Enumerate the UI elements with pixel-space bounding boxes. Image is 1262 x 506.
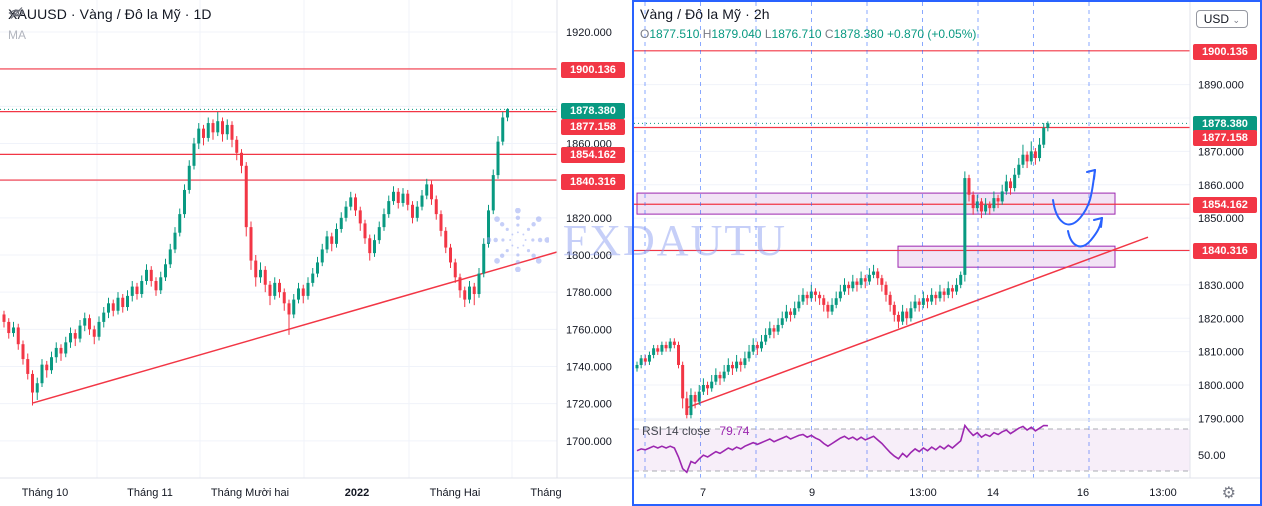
price-tick: 1700.000 — [566, 436, 612, 448]
price-tick: 1720.000 — [566, 399, 612, 411]
demand-zone-rectangle[interactable] — [897, 245, 1116, 268]
alert-price-badge: 1840.316 — [1193, 243, 1257, 259]
high-value: 1879.040 — [711, 27, 762, 41]
time-axis-label: Tháng Hai — [429, 487, 481, 499]
change-value: +0.870 (+0.05%) — [887, 27, 977, 41]
supply-zone-rectangle[interactable] — [636, 192, 1116, 215]
left-chart-canvas[interactable]: 1920.0001860.0001820.0001800.0001780.000… — [0, 0, 632, 506]
price-tick: 1860.000 — [1198, 180, 1244, 192]
price-tick: 1810.000 — [1198, 347, 1244, 359]
rsi-scale-tick: 50.00 — [1198, 450, 1226, 462]
time-axis-label: 2022 — [344, 487, 370, 499]
alert-price-badge: 1877.158 — [1193, 130, 1257, 146]
candle-series[interactable] — [635, 121, 1050, 419]
alert-price-badge: 1854.162 — [561, 147, 625, 163]
price-tick: 1740.000 — [566, 362, 612, 374]
price-tick: 1830.000 — [1198, 280, 1244, 292]
price-level-lines[interactable] — [634, 50, 1190, 252]
price-level-lines[interactable] — [0, 68, 557, 181]
alert-price-badge: 1854.162 — [1193, 197, 1257, 213]
price-tick: 1870.000 — [1198, 146, 1244, 158]
arrow-drawing-1[interactable] — [1052, 169, 1096, 226]
right-symbol-title[interactable]: Vàng / Đô la Mỹ · 2h — [640, 6, 770, 22]
low-value: 1876.710 — [771, 27, 822, 41]
settings-gear-icon[interactable]: ⚙ — [1221, 485, 1236, 502]
price-tick: 1850.000 — [1198, 213, 1244, 225]
alert-price-badge: 1900.136 — [1193, 44, 1257, 60]
price-tick: 1790.000 — [1198, 413, 1244, 425]
rsi-value: 79.74 — [719, 424, 750, 438]
price-tick: 1780.000 — [566, 287, 612, 299]
price-tick: 1760.000 — [566, 324, 612, 336]
ma-indicator-label[interactable]: MA — [8, 28, 26, 42]
time-axis-label: Tháng 10 — [21, 487, 69, 499]
right-time-axis[interactable]: 7 9 13:00 14 16 13:00 — [632, 479, 1262, 506]
right-price-scale[interactable]: 1890.000 1870.000 1860.000 1850.000 1830.000… — [1198, 80, 1244, 462]
open-value: 1877.510 — [649, 27, 700, 41]
alert-price-badge: 1900.136 — [561, 62, 625, 78]
time-axis-label: 9 — [808, 487, 816, 499]
left-symbol-title[interactable]: XAUUSD · Vàng / Đô la Mỹ · 1D — [8, 6, 212, 22]
time-axis-label: Tháng Mười hai — [210, 487, 290, 499]
rsi-indicator-row[interactable]: RSI 14 close 79.74 — [642, 424, 749, 438]
time-axis-label: 16 — [1076, 487, 1090, 499]
price-tick: 1820.000 — [566, 213, 612, 225]
time-axis-label: 7 — [699, 487, 707, 499]
time-axis-label: 14 — [986, 487, 1000, 499]
left-price-scale[interactable]: 1920.0001860.0001820.0001800.0001780.000… — [566, 27, 612, 448]
right-chart-canvas[interactable]: 1890.000 1870.000 1860.000 1850.000 1830.000… — [632, 0, 1262, 506]
rsi-label[interactable]: RSI 14 close — [642, 424, 711, 438]
time-axis-label: 13:00 — [1149, 487, 1177, 499]
alert-price-badge: 1840.316 — [561, 174, 625, 190]
trendline-drawing[interactable] — [32, 251, 558, 404]
price-tick: 1920.000 — [566, 27, 612, 39]
trendline-drawing[interactable] — [685, 236, 1149, 409]
chevron-down-icon: ⌄ — [1232, 15, 1240, 25]
rsi-line[interactable] — [636, 423, 1048, 474]
price-tick: 1820.000 — [1198, 313, 1244, 325]
last-price-badge: 1878.380 — [561, 103, 625, 119]
left-chart-header[interactable]: XAUUSD · Vàng / Đô la Mỹ · 1D MA — [8, 6, 212, 42]
grid-layer — [0, 0, 557, 478]
last-price-badge: 1878.380 — [1193, 116, 1257, 132]
left-time-axis[interactable]: Tháng 10 Tháng 11 Tháng Mười hai 2022 Tháng … — [0, 479, 632, 506]
right-chart-panel[interactable]: 1890.000 1870.000 1860.000 1850.000 1830.000… — [632, 0, 1262, 506]
alert-price-badge: 1877.158 — [561, 119, 625, 135]
eye-slash-icon[interactable] — [8, 6, 25, 20]
arrow-drawing-2[interactable] — [1067, 217, 1103, 248]
left-chart-panel[interactable]: 1920.000 1860.000 1820.000 1800.000 1780.000… — [0, 0, 632, 506]
price-tick: 1890.000 — [1198, 80, 1244, 92]
price-tick: 1800.000 — [1198, 380, 1244, 392]
time-axis-label: 13:00 — [909, 487, 937, 499]
session-break-lines — [644, 2, 1090, 478]
currency-unit-button[interactable]: USD ⌄ — [1195, 10, 1248, 28]
close-value: 1878.380 — [833, 27, 884, 41]
candle-series[interactable] — [2, 108, 510, 406]
right-chart-header[interactable]: Vàng / Đô la Mỹ · 2h O1877.510 H1879.040… — [640, 6, 976, 41]
time-axis-label: Tháng 11 — [127, 487, 173, 499]
price-tick: 1800.000 — [566, 250, 612, 262]
ohlc-readout: O1877.510 H1879.040 L1876.710 C1878.380 … — [640, 27, 977, 41]
time-axis-label: Tháng — [530, 487, 562, 499]
